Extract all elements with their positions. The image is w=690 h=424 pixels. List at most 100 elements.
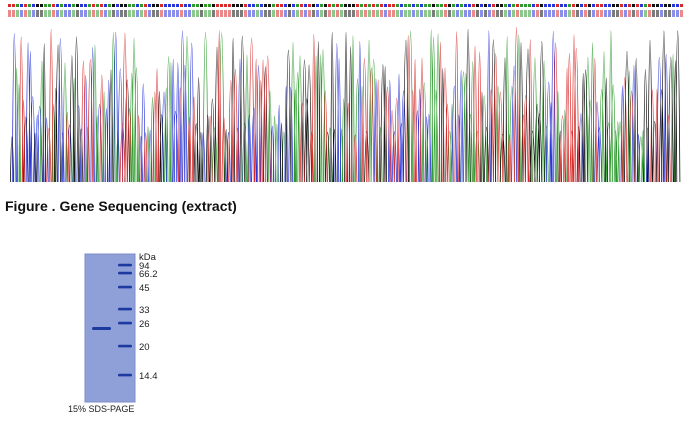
strip-base-letter bbox=[628, 10, 631, 17]
strip-base-mark bbox=[52, 4, 55, 7]
strip-base-mark bbox=[520, 4, 523, 7]
strip-base-letter bbox=[608, 10, 611, 17]
ladder-band-20 bbox=[118, 344, 132, 348]
strip-base-mark bbox=[392, 4, 395, 7]
strip-base-letter bbox=[260, 10, 263, 17]
strip-base-letter bbox=[348, 10, 351, 17]
strip-base-letter bbox=[636, 10, 639, 17]
strip-base-mark bbox=[480, 4, 483, 7]
strip-base-letter bbox=[176, 10, 179, 17]
strip-base-mark bbox=[640, 4, 643, 7]
strip-base-mark bbox=[500, 4, 503, 7]
strip-base-letter bbox=[300, 10, 303, 17]
strip-base-letter bbox=[420, 10, 423, 17]
strip-base-mark bbox=[220, 4, 223, 7]
strip-base-mark bbox=[188, 4, 191, 7]
strip-base-letter bbox=[516, 10, 519, 17]
strip-base-mark bbox=[40, 4, 43, 7]
strip-base-mark bbox=[292, 4, 295, 7]
strip-base-letter bbox=[484, 10, 487, 17]
gel-border bbox=[84, 253, 136, 403]
strip-base-mark bbox=[28, 4, 31, 7]
strip-base-letter bbox=[448, 10, 451, 17]
strip-base-letter bbox=[548, 10, 551, 17]
strip-base-letter bbox=[168, 10, 171, 17]
strip-base-mark bbox=[152, 4, 155, 7]
strip-base-mark bbox=[384, 4, 387, 7]
strip-base-letter bbox=[172, 10, 175, 17]
strip-base-letter bbox=[316, 10, 319, 17]
ladder-band-45 bbox=[118, 285, 132, 289]
strip-base-mark bbox=[88, 4, 91, 7]
strip-base-letter bbox=[84, 10, 87, 17]
kda-unit-label: kDa bbox=[139, 252, 156, 263]
strip-base-letter bbox=[192, 10, 195, 17]
strip-base-letter bbox=[404, 10, 407, 17]
strip-base-mark bbox=[216, 4, 219, 7]
strip-base-mark bbox=[264, 4, 267, 7]
strip-base-mark bbox=[296, 4, 299, 7]
strip-base-mark bbox=[84, 4, 87, 7]
strip-base-mark bbox=[368, 4, 371, 7]
strip-base-letter bbox=[524, 10, 527, 17]
strip-base-letter bbox=[36, 10, 39, 17]
strip-base-letter bbox=[540, 10, 543, 17]
strip-base-mark bbox=[304, 4, 307, 7]
strip-base-letter bbox=[104, 10, 107, 17]
strip-base-letter bbox=[512, 10, 515, 17]
strip-base-letter bbox=[336, 10, 339, 17]
strip-base-mark bbox=[20, 4, 23, 7]
sample-band bbox=[92, 327, 111, 330]
strip-base-mark bbox=[472, 4, 475, 7]
strip-base-mark bbox=[424, 4, 427, 7]
strip-base-letter bbox=[576, 10, 579, 17]
strip-base-mark bbox=[660, 4, 663, 7]
strip-base-mark bbox=[144, 4, 147, 7]
strip-base-mark bbox=[32, 4, 35, 7]
strip-base-mark bbox=[272, 4, 275, 7]
figure-caption: Figure . Gene Sequencing (extract) bbox=[5, 198, 237, 214]
strip-base-mark bbox=[412, 4, 415, 7]
strip-base-letter bbox=[332, 10, 335, 17]
strip-base-letter bbox=[284, 10, 287, 17]
strip-base-letter bbox=[164, 10, 167, 17]
strip-base-letter bbox=[80, 10, 83, 17]
strip-base-mark bbox=[44, 4, 47, 7]
strip-base-letter bbox=[412, 10, 415, 17]
strip-base-mark bbox=[164, 4, 167, 7]
strip-base-letter bbox=[28, 10, 31, 17]
ladder-band-33 bbox=[118, 307, 132, 311]
strip-base-letter bbox=[664, 10, 667, 17]
strip-base-letter bbox=[652, 10, 655, 17]
strip-base-mark bbox=[420, 4, 423, 7]
strip-base-mark bbox=[612, 4, 615, 7]
strip-base-mark bbox=[236, 4, 239, 7]
strip-base-letter bbox=[432, 10, 435, 17]
strip-base-letter bbox=[24, 10, 27, 17]
strip-base-letter bbox=[564, 10, 567, 17]
strip-base-letter bbox=[280, 10, 283, 17]
strip-base-mark bbox=[476, 4, 479, 7]
strip-base-letter bbox=[464, 10, 467, 17]
strip-base-letter bbox=[660, 10, 663, 17]
strip-base-letter bbox=[256, 10, 259, 17]
strip-base-mark bbox=[16, 4, 19, 7]
strip-base-mark bbox=[60, 4, 63, 7]
strip-base-letter bbox=[356, 10, 359, 17]
strip-base-letter bbox=[100, 10, 103, 17]
strip-base-letter bbox=[268, 10, 271, 17]
strip-base-mark bbox=[408, 4, 411, 7]
strip-base-letter bbox=[16, 10, 19, 17]
strip-base-letter bbox=[624, 10, 627, 17]
strip-base-mark bbox=[596, 4, 599, 7]
strip-base-letter bbox=[472, 10, 475, 17]
strip-base-mark bbox=[528, 4, 531, 7]
strip-base-mark bbox=[312, 4, 315, 7]
sequence-base-strip bbox=[8, 4, 683, 17]
strip-base-mark bbox=[168, 4, 171, 7]
marker-label-94: 94 bbox=[139, 261, 150, 272]
strip-base-letter bbox=[380, 10, 383, 17]
strip-base-letter bbox=[272, 10, 275, 17]
strip-base-mark bbox=[316, 4, 319, 7]
strip-base-mark bbox=[560, 4, 563, 7]
